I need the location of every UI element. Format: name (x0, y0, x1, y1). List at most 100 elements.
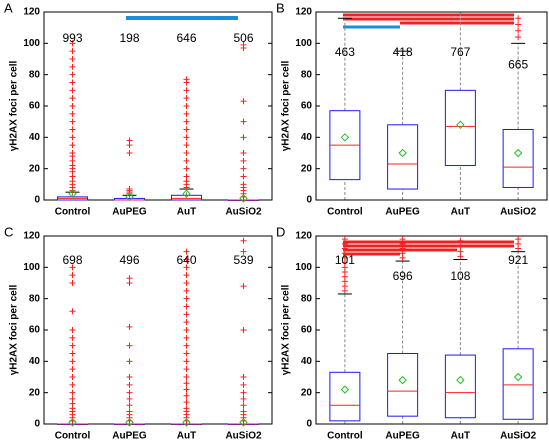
outlier (126, 137, 133, 144)
y-tick-label: 20 (301, 163, 313, 174)
outlier (69, 264, 76, 271)
outlier (69, 358, 76, 365)
outlier (515, 21, 522, 28)
y-tick-label: 20 (301, 387, 313, 398)
outlier (183, 334, 190, 341)
y-tick-label: 40 (301, 356, 313, 367)
outlier (240, 165, 247, 172)
outlier (240, 389, 247, 396)
y-tick-label: 60 (301, 101, 313, 112)
x-tick-label: AuPEG (385, 431, 420, 442)
y-tick-label: 40 (301, 132, 313, 143)
outlier (183, 264, 190, 271)
y-axis-label: γH2AX foci per cell (9, 60, 20, 151)
outlier (183, 248, 190, 255)
outlier (69, 389, 76, 396)
mean (239, 194, 248, 203)
outlier (183, 303, 190, 310)
outlier (515, 27, 522, 34)
box (502, 129, 534, 188)
mean (398, 148, 407, 158)
outlier (69, 40, 76, 47)
outlier (457, 243, 464, 250)
outlier (69, 342, 76, 349)
box (444, 354, 476, 419)
outlier (69, 142, 76, 149)
x-tick-label: AuSiO2 (225, 207, 262, 218)
count-label: 665 (508, 57, 528, 71)
y-tick-label: 0 (34, 419, 40, 430)
y-tick-label: 20 (29, 163, 41, 174)
x-tick-label: AuT (177, 431, 196, 442)
outlier (240, 157, 247, 164)
y-tick-label: 120 (295, 7, 312, 18)
outlier (126, 150, 133, 156)
y-tick-label: 40 (29, 356, 41, 367)
mean (239, 418, 248, 427)
y-tick-label: 0 (306, 195, 312, 206)
outlier (69, 126, 76, 133)
outlier (183, 319, 190, 326)
count-label: 698 (62, 253, 82, 267)
outlier (126, 186, 133, 193)
outlier (240, 283, 247, 290)
outlier (240, 134, 247, 141)
count-label: 463 (335, 45, 355, 59)
panel-label: C (4, 224, 13, 239)
outlier (183, 157, 190, 164)
mean (340, 133, 350, 142)
x-tick-label: AuSiO2 (225, 431, 262, 442)
y-tick-label: 100 (23, 262, 40, 273)
count-label: 767 (450, 45, 470, 59)
outlier (515, 34, 522, 41)
mean (513, 148, 523, 158)
outlier (183, 150, 190, 156)
count-label: 506 (233, 31, 253, 45)
outlier (183, 95, 190, 102)
x-tick-label: Control (55, 207, 91, 218)
outlier (183, 76, 190, 83)
box (387, 353, 419, 417)
outlier (69, 118, 76, 125)
outlier (341, 236, 348, 243)
outlier (183, 142, 190, 149)
outlier (69, 95, 76, 102)
outlier (183, 358, 190, 365)
x-tick-label: AuPEG (112, 431, 147, 442)
count-label: 640 (176, 253, 196, 267)
y-tick-label: 80 (301, 293, 313, 304)
y-tick-label: 120 (23, 7, 40, 18)
outlier (183, 399, 190, 406)
outlier (240, 237, 247, 244)
x-tick-label: AuT (451, 207, 470, 218)
outlier (240, 402, 247, 409)
y-tick-label: 120 (23, 231, 40, 242)
y-tick-label: 80 (29, 293, 41, 304)
outlier (69, 79, 76, 86)
outlier (240, 408, 247, 415)
outlier (69, 395, 76, 402)
outlier (183, 342, 190, 349)
outlier (69, 103, 76, 109)
mean (125, 418, 134, 427)
x-tick-label: AuPEG (112, 207, 147, 218)
mean (125, 192, 134, 202)
outlier (183, 405, 190, 412)
outlier (240, 181, 247, 188)
outlier (69, 272, 76, 279)
box (444, 89, 476, 167)
outlier (240, 41, 247, 48)
outlier (515, 236, 522, 243)
panel-label: B (276, 0, 285, 15)
mean (68, 418, 77, 427)
y-axis-label: γH2AX foci per cell (281, 284, 292, 375)
outlier (515, 15, 522, 22)
y-axis-label: γH2AX foci per cell (281, 60, 292, 151)
count-label: 496 (119, 253, 139, 267)
mean (340, 385, 350, 394)
significance-bars (126, 13, 514, 256)
outlier (183, 110, 190, 117)
outlier (240, 98, 247, 105)
x-tick-label: Control (327, 431, 363, 442)
outlier (240, 173, 247, 180)
